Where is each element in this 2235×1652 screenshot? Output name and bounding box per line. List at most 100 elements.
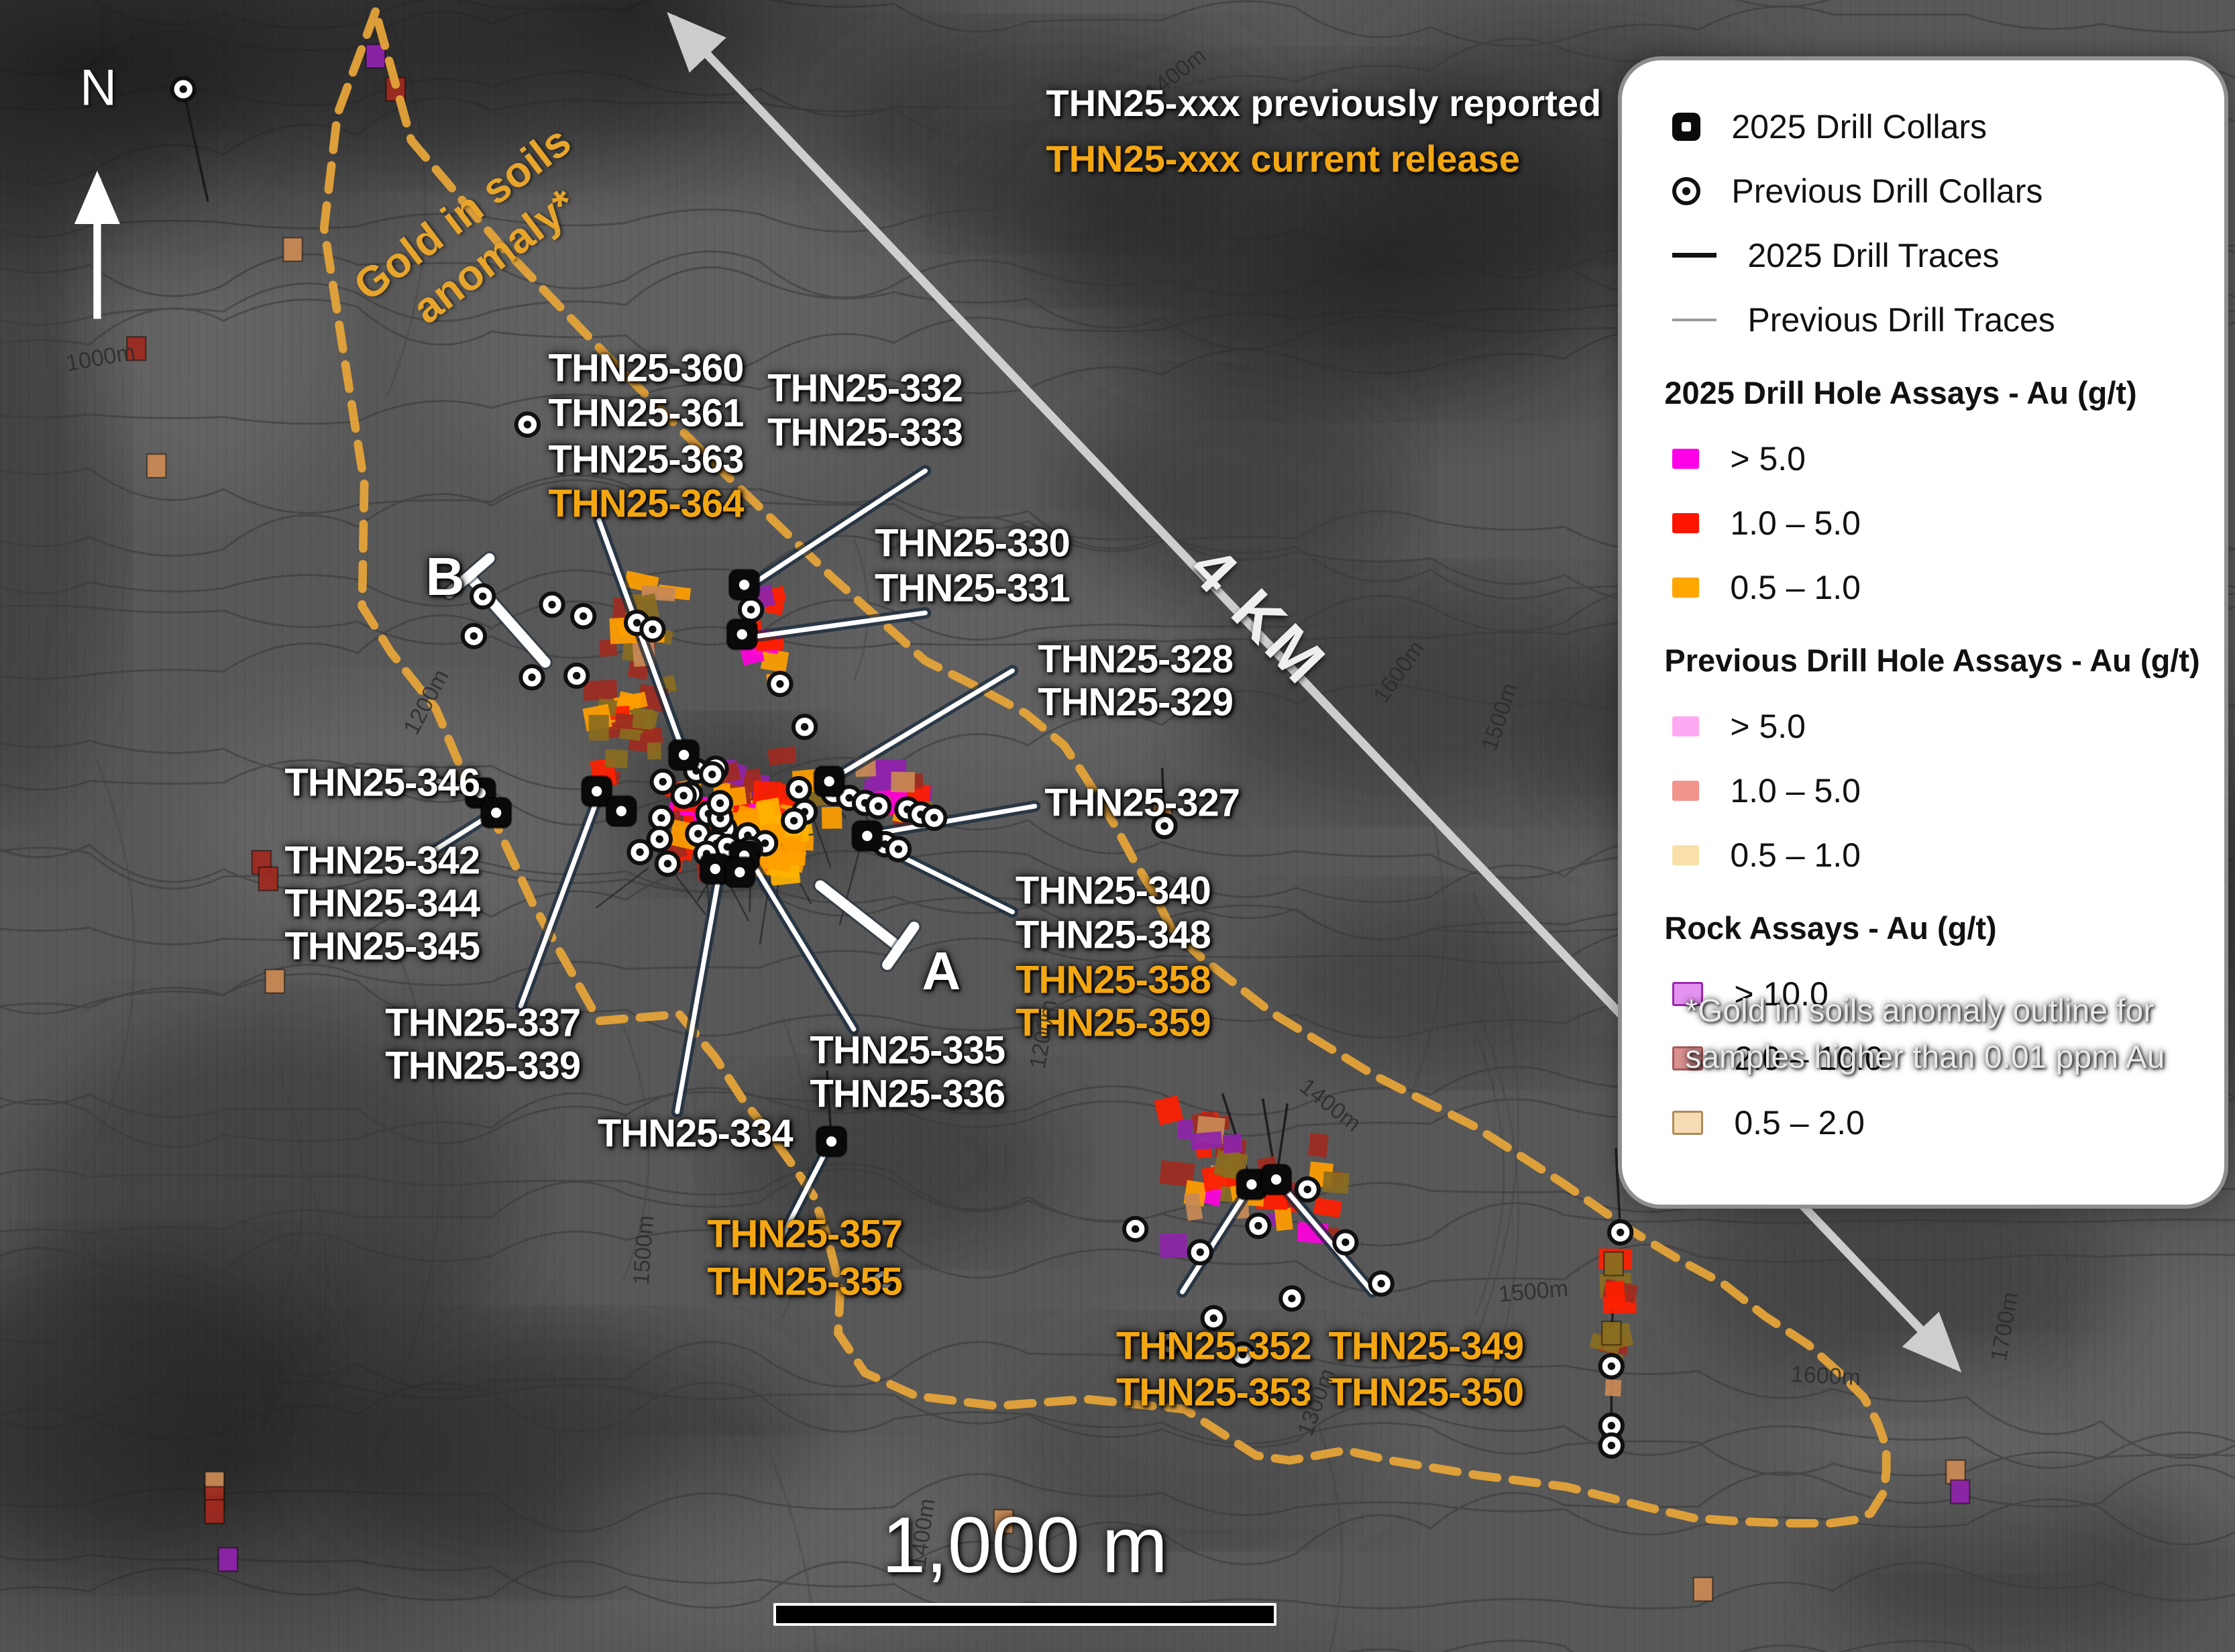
previous-drill-collar-dot	[1131, 1225, 1140, 1233]
contour-label: 1000m	[64, 339, 138, 377]
rock-assay-square	[125, 336, 147, 362]
leader-line	[675, 869, 722, 1115]
previous-drill-collar-dot	[1377, 1280, 1385, 1288]
previous-drill-collar-dot	[523, 421, 532, 429]
drill-collar-2025-dot	[616, 806, 626, 816]
drill-collar-2025-dot	[678, 749, 690, 761]
hole-label-thn25-329: THN25-329	[1038, 680, 1234, 724]
previous-drill-collar-dot	[579, 612, 588, 620]
leader-line	[1180, 1185, 1252, 1295]
hole-label-thn25-361: THN25-361	[548, 391, 745, 435]
hole-label-thn25-327: THN25-327	[1044, 781, 1240, 825]
drill-collar-2025-dot	[591, 786, 602, 797]
section-line-A	[812, 878, 922, 973]
previous-drill-collar-dot	[761, 839, 769, 847]
assay-color-swatch	[1672, 1046, 1704, 1070]
legend-item-label: Previous Drill Collars	[1731, 172, 2043, 210]
previous-drill-collar-dot	[1209, 1314, 1217, 1323]
collars-2025	[464, 569, 1293, 1201]
previous-drill-collar-dot	[1196, 1248, 1204, 1256]
previous-drill-collar-dot	[1254, 1221, 1262, 1230]
assay-interval	[583, 679, 618, 701]
hole-label-thn25-339: THN25-339	[385, 1044, 581, 1088]
trace-2025-icon	[1672, 253, 1717, 258]
contour-label: 1700m	[1985, 1290, 2024, 1364]
assay-color-swatch	[1672, 844, 1700, 865]
rock-assay-square	[204, 1498, 225, 1525]
legend-panel: 2025 Drill Collars Previous Drill Collars…	[1618, 56, 2228, 1209]
previous-drill-collar-dot	[776, 680, 784, 688]
legend-item: Previous Drill Traces	[1672, 300, 2211, 339]
leader-line	[831, 668, 1015, 781]
contour-label: 1600m	[1790, 1361, 1862, 1390]
north-label: N	[80, 59, 117, 117]
legend-item: 0.5 – 1.0	[1672, 836, 2211, 875]
previous-drill-collar-dot	[1164, 1339, 1173, 1347]
hole-label-thn25-359: THN25-359	[1015, 1001, 1211, 1045]
assay-color-swatch	[1672, 780, 1700, 801]
legend-item-label: 0.5 – 1.0	[1730, 836, 1861, 874]
previous-drill-collar-dot	[1303, 1185, 1311, 1194]
hole-label-thn25-340: THN25-340	[1015, 869, 1211, 913]
legend-item: > 5.0	[1672, 707, 2211, 746]
assay-interval	[588, 714, 609, 741]
previous-drill-collar-dot	[655, 835, 663, 843]
legend-section-title: 2025 Drill Hole Assays - Au (g/t)	[1664, 374, 2137, 410]
previous-drill-collar-dot	[1607, 1441, 1616, 1449]
hole-label-thn25-335: THN25-335	[810, 1028, 1005, 1072]
scale-bar-rule	[773, 1603, 1276, 1627]
legend-item: > 5.0	[1672, 439, 2211, 478]
previous-drill-collar-dot	[845, 793, 853, 802]
hole-label-thn25-336: THN25-336	[810, 1072, 1005, 1115]
contour-label: 1400m	[1295, 1073, 1366, 1137]
hole-label-thn25-363: THN25-363	[548, 437, 745, 482]
hole-label-thn25-348: THN25-348	[1015, 913, 1211, 957]
rock-assay-square	[993, 1508, 1014, 1535]
hole-label-thn25-337: THN25-337	[385, 1001, 581, 1045]
previous-drill-collar-dot	[659, 777, 667, 786]
previous-drill-collar-dot	[470, 632, 478, 640]
title-previously-reported: THN25-xxx previously reported	[1046, 81, 1602, 124]
leader-line	[596, 518, 687, 756]
legend-item-label: 2025 Drill Collars	[1731, 107, 1987, 146]
footnote-line2: samples higher than 0.01 ppm Au	[1685, 1040, 2165, 1076]
hole-label-thn25-352: THN25-352	[1115, 1324, 1312, 1368]
drill-collar-2025-dot	[826, 1136, 837, 1147]
previous-drill-collar-dot	[789, 816, 798, 825]
leader-line	[777, 1142, 832, 1244]
drill-trace-line	[182, 89, 209, 202]
rock-assay-square	[1949, 1479, 1971, 1504]
rock-assay-square	[258, 866, 279, 891]
legend-item-label: Previous Drill Traces	[1747, 300, 2055, 339]
hole-label-thn25-350: THN25-350	[1328, 1370, 1524, 1415]
previous-drill-collar-dot	[179, 85, 187, 93]
assay-color-swatch	[1672, 1110, 1704, 1135]
drill-collar-2025-dot	[739, 580, 750, 590]
rock-assay-square	[264, 969, 286, 994]
legend-item-label: 0.5 – 2.0	[1734, 1103, 1865, 1142]
legend-item: 0.5 – 1.0	[1672, 568, 2211, 607]
assay-color-swatch	[1672, 716, 1700, 736]
contour-label: 1500m	[1476, 679, 1523, 755]
previous-drill-collars	[170, 76, 1634, 1459]
drill-collar-2025-dot	[491, 808, 502, 818]
legend-item: 2025 Drill Collars	[1672, 107, 2211, 146]
rock-assay-square	[146, 453, 167, 479]
previous-drill-collar-dot	[1342, 1238, 1350, 1246]
hole-label-thn25-357: THN25-357	[707, 1212, 903, 1256]
legend-item: Previous Drill Collars	[1672, 172, 2211, 211]
previous-drill-collar-dot	[716, 814, 724, 822]
previous-drill-collar-dot	[747, 606, 755, 614]
assay-color-swatch	[1672, 448, 1700, 469]
rock-assay-square	[1945, 1459, 1966, 1485]
previous-drill-collar-dot	[1607, 1362, 1616, 1370]
label-leader-lines	[427, 465, 1378, 1298]
previous-drill-collar-dot	[479, 592, 487, 600]
legend-item: > 10.0	[1672, 975, 2211, 1013]
rock-assay-square	[217, 1547, 239, 1572]
drill-collar-2025-dot	[862, 830, 873, 841]
hole-label-thn25-353: THN25-353	[1115, 1370, 1312, 1415]
hole-label-thn25-331: THN25-331	[875, 566, 1071, 610]
